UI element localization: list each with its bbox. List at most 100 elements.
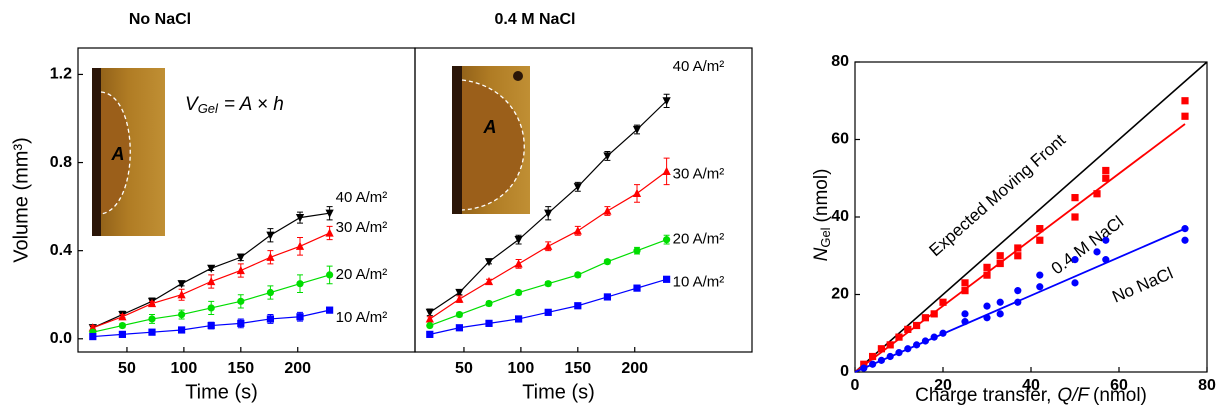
data-point (148, 315, 156, 323)
x-tick-label: 0 (851, 377, 860, 394)
data-point (632, 125, 642, 135)
x-tick-label: 50 (118, 360, 136, 377)
data-point (295, 214, 305, 223)
series-label: No NaCl (1109, 264, 1175, 307)
data-point (266, 252, 275, 261)
data-point (1014, 252, 1022, 260)
data-point (1181, 112, 1189, 120)
data-point (236, 253, 245, 262)
data-point (425, 314, 434, 323)
data-point (1014, 287, 1022, 295)
data-point (1036, 283, 1044, 291)
data-point (860, 360, 868, 368)
data-point (177, 280, 186, 289)
plot-frame (414, 47, 753, 353)
data-point (663, 236, 671, 244)
data-point (207, 321, 215, 330)
x-label-unit: (nmol) (1093, 385, 1147, 406)
data-point (1071, 213, 1079, 221)
data-point (296, 313, 304, 321)
data-point (633, 284, 641, 292)
data-point (326, 306, 334, 314)
y-axis-label: Volume (mm³) (10, 137, 32, 263)
data-point (236, 265, 245, 275)
data-point (1071, 256, 1079, 264)
series-label: 20 A/m² (673, 231, 725, 248)
y-label-symbol: N (811, 247, 832, 261)
data-point (996, 298, 1004, 306)
x-tick-label: 100 (171, 360, 198, 377)
data-point (632, 188, 642, 197)
data-point (325, 228, 334, 237)
data-point (1036, 225, 1044, 233)
y-tick-label: 0.8 (50, 154, 72, 171)
data-point (118, 321, 127, 330)
reference-line (854, 61, 1208, 373)
data-point (603, 206, 612, 215)
data-point (515, 315, 523, 323)
data-point (1181, 236, 1189, 244)
data-point (921, 314, 929, 322)
data-point (207, 276, 216, 286)
series-label: 20 A/m² (336, 266, 388, 283)
x-axis-label: Charge transfer, Q/F (nmol) (915, 385, 1147, 406)
data-point (148, 328, 156, 336)
data-point (1102, 236, 1110, 244)
fit-line (854, 227, 1186, 373)
y-tick-label: 40 (831, 208, 849, 225)
chart-title: 0.4 M NaCl (495, 11, 576, 28)
data-point (869, 352, 877, 361)
y-tick-label: 60 (831, 131, 849, 148)
x-tick-label: 80 (1198, 377, 1216, 394)
data-point (514, 236, 523, 245)
data-point (930, 310, 938, 318)
data-point (1071, 279, 1079, 287)
equation: VGel = A × h (185, 94, 284, 116)
data-point (544, 280, 552, 288)
data-point (118, 312, 127, 321)
x-tick-label: 40 (1022, 377, 1040, 394)
data-point (996, 310, 1004, 318)
data-point (663, 275, 671, 283)
data-point (237, 297, 245, 305)
data-point (266, 315, 275, 323)
data-point (178, 326, 186, 334)
data-point (425, 308, 434, 317)
data-point (89, 332, 97, 341)
data-point (662, 166, 671, 175)
y-tick-label: 1.2 (50, 66, 72, 83)
data-point (544, 209, 553, 218)
data-point (983, 271, 991, 279)
x-tick-label: 100 (508, 360, 535, 377)
fit-line (854, 123, 1186, 373)
y-tick-label: 20 (831, 286, 849, 303)
data-point (544, 241, 553, 250)
y-tick-label: 0.0 (50, 330, 72, 347)
data-point (295, 241, 305, 250)
equation-symbol: V (185, 94, 200, 115)
series-label: 10 A/m² (336, 309, 388, 326)
y-tick-label: 0 (840, 363, 849, 380)
inset-photo-middle (452, 66, 530, 214)
data-point (603, 258, 612, 266)
data-point (118, 330, 127, 338)
series-label: 40 A/m² (336, 189, 388, 206)
data-point (573, 183, 582, 192)
data-point (485, 299, 493, 308)
data-point (983, 263, 991, 271)
x-axis-label: Time (s) (522, 381, 595, 403)
data-point (455, 310, 464, 319)
data-point (573, 226, 582, 235)
y-tick-label: 0.4 (50, 242, 72, 259)
y-label-subscript: Gel (818, 227, 833, 247)
data-point (325, 209, 334, 218)
data-point (207, 264, 216, 273)
x-axis-label: Time (s) (185, 381, 258, 403)
data-point (455, 288, 464, 298)
x-tick-label: 150 (227, 360, 254, 377)
data-point (961, 310, 969, 318)
data-point (1036, 236, 1044, 244)
data-point (1036, 271, 1044, 279)
data-point (207, 304, 215, 312)
